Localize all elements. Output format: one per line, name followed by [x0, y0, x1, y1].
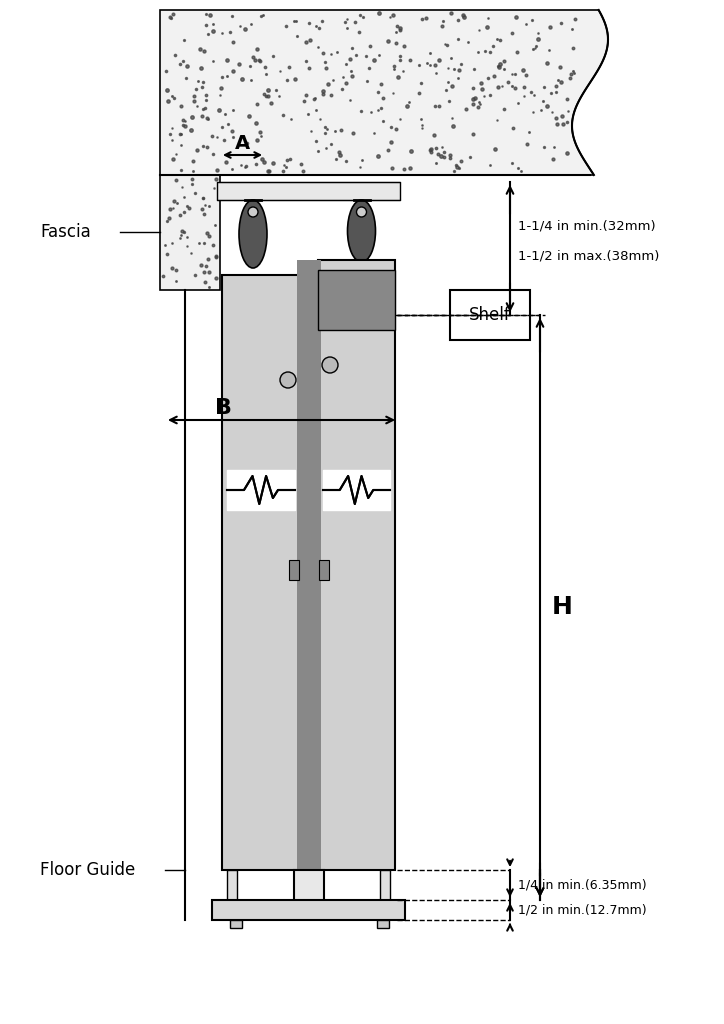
Text: Floor Guide: Floor Guide	[40, 861, 135, 879]
Bar	[380, 870, 390, 902]
Bar	[227, 870, 237, 902]
Circle shape	[248, 207, 258, 217]
Bar	[289, 560, 299, 580]
Text: 1-1/2 in max.(38mm): 1-1/2 in max.(38mm)	[518, 250, 660, 262]
Bar	[318, 270, 395, 330]
Bar	[217, 182, 400, 200]
Circle shape	[356, 207, 366, 217]
Bar	[450, 290, 530, 340]
Bar	[160, 175, 220, 290]
Bar	[224, 902, 240, 910]
Text: 1/4 in min.(6.35mm): 1/4 in min.(6.35mm)	[518, 879, 647, 892]
Bar	[297, 260, 321, 870]
Bar	[212, 900, 405, 920]
Bar	[319, 560, 329, 580]
Bar	[230, 920, 242, 928]
Polygon shape	[160, 10, 608, 175]
Bar	[222, 275, 300, 870]
Text: Fascia: Fascia	[40, 223, 90, 241]
Text: 1-1/4 in min.(32mm): 1-1/4 in min.(32mm)	[518, 219, 656, 232]
Text: H: H	[552, 596, 573, 620]
Text: B: B	[215, 398, 232, 418]
Text: Shelf: Shelf	[469, 306, 511, 324]
Circle shape	[280, 372, 296, 388]
Bar	[377, 902, 393, 910]
Bar	[294, 870, 324, 915]
Ellipse shape	[348, 200, 376, 262]
Ellipse shape	[239, 200, 267, 268]
Circle shape	[322, 357, 338, 373]
Bar	[318, 260, 395, 870]
Text: A: A	[235, 134, 250, 153]
Bar	[377, 920, 389, 928]
Text: 1/2 in min.(12.7mm): 1/2 in min.(12.7mm)	[518, 903, 647, 916]
